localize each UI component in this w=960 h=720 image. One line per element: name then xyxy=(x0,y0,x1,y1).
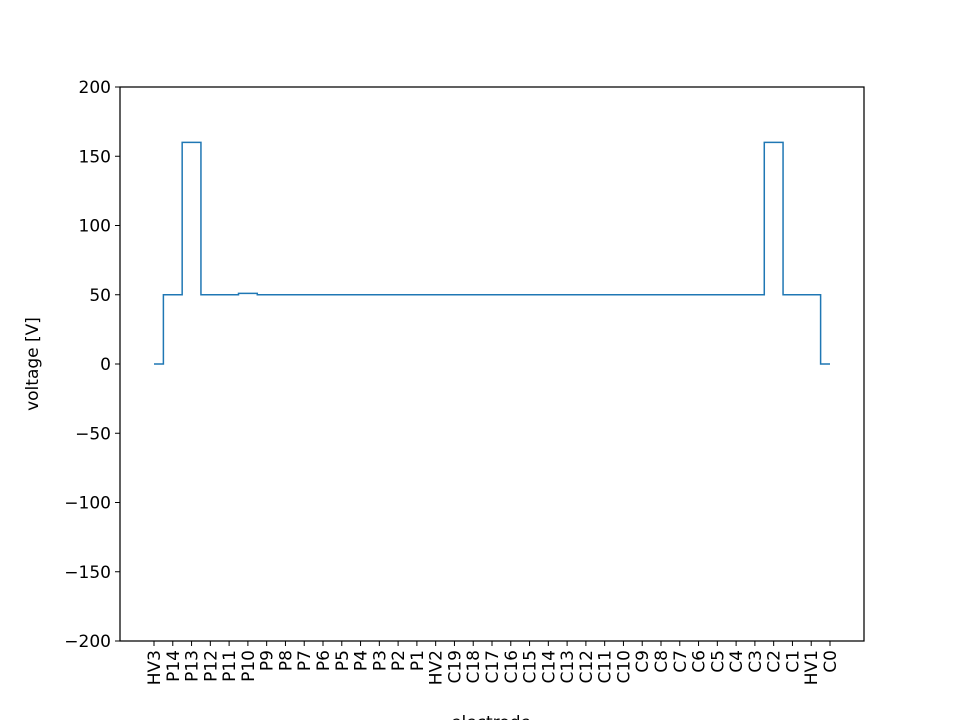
x-tick-label: P11 xyxy=(220,650,240,682)
y-tick-label: −200 xyxy=(64,632,111,652)
x-tick-label: C2 xyxy=(765,650,785,673)
x-tick-label: P2 xyxy=(389,650,409,671)
x-tick-label: HV3 xyxy=(145,650,165,685)
x-tick-label: C11 xyxy=(596,650,616,684)
x-tick-label: P8 xyxy=(276,650,296,671)
x-tick-label: C9 xyxy=(633,650,653,673)
x-tick-label: P12 xyxy=(201,650,221,682)
x-tick-label: P13 xyxy=(183,650,203,682)
x-tick-label: P3 xyxy=(370,650,390,671)
x-tick-label: C15 xyxy=(521,650,541,684)
x-tick-label: C5 xyxy=(708,650,728,673)
x-tick-label: HV2 xyxy=(427,650,447,685)
y-tick-label: 150 xyxy=(79,147,111,167)
x-axis-label: electrode xyxy=(451,713,531,720)
y-axis-label: voltage [V] xyxy=(23,317,43,411)
y-tick-label: 50 xyxy=(89,286,111,306)
x-tick-label: P6 xyxy=(314,650,334,671)
x-tick-label: C0 xyxy=(821,650,841,673)
y-tick-label: 200 xyxy=(79,78,111,98)
x-tick-label: C4 xyxy=(727,650,747,673)
x-tick-label: P7 xyxy=(295,650,315,671)
y-tick-label: −150 xyxy=(64,563,111,583)
x-tick-label: P4 xyxy=(352,650,372,671)
x-tick-label: C13 xyxy=(558,650,578,684)
x-tick-label: P1 xyxy=(408,650,428,671)
y-tick-label: −50 xyxy=(75,424,111,444)
x-tick-label: P9 xyxy=(258,650,278,671)
x-tick-label: C8 xyxy=(652,650,672,673)
y-tick-label: 0 xyxy=(100,355,111,375)
x-axis: HV3P14P13P12P11P10P9P8P7P6P5P4P3P2P1HV2C… xyxy=(145,641,841,685)
x-tick-label: C14 xyxy=(539,650,559,684)
x-tick-label: C18 xyxy=(464,650,484,684)
y-tick-label: 100 xyxy=(79,217,111,237)
x-tick-label: P10 xyxy=(239,650,259,682)
x-tick-label: C3 xyxy=(746,650,766,673)
voltage-series-line xyxy=(154,141,830,365)
x-tick-label: C19 xyxy=(445,650,465,684)
y-tick-label: −100 xyxy=(64,494,111,514)
x-tick-label: C7 xyxy=(671,650,691,673)
x-tick-label: C1 xyxy=(783,650,803,673)
x-tick-label: C10 xyxy=(614,650,634,684)
y-axis: −200 −150 −100 −50 0 50 100 150 200 xyxy=(64,78,120,652)
x-tick-label: C16 xyxy=(502,650,522,684)
x-tick-label: P5 xyxy=(333,650,353,671)
x-tick-label: C12 xyxy=(577,650,597,684)
x-tick-label: P14 xyxy=(164,650,184,682)
x-tick-label: C17 xyxy=(483,650,503,684)
plot-frame xyxy=(119,86,865,642)
x-tick-label: HV1 xyxy=(802,650,822,685)
x-tick-label: C6 xyxy=(690,650,710,673)
